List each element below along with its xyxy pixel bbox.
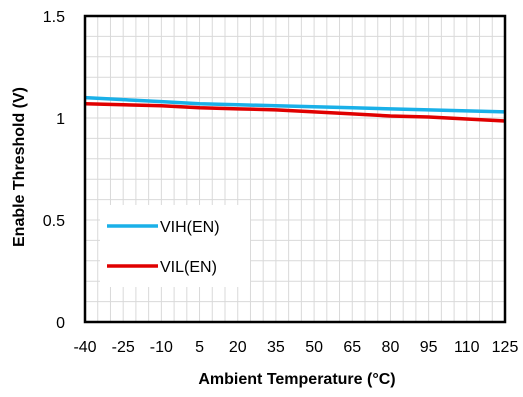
y-tick-label: 0: [56, 315, 65, 332]
x-tick-label: 110: [454, 339, 480, 356]
x-tick-label: -10: [150, 339, 173, 356]
x-tick-label: 80: [382, 339, 400, 356]
x-tick-label: 65: [343, 339, 361, 356]
x-tick-label: 50: [305, 339, 323, 356]
legend: VIH(EN) VIL(EN): [100, 205, 250, 287]
x-tick-label: 20: [229, 339, 247, 356]
y-tick-labels: 0 0.5 1 1.5: [43, 9, 65, 332]
y-tick-label: 1: [56, 111, 65, 128]
series-line-2: [84, 101, 506, 123]
series-line-1: [84, 95, 506, 114]
series-lines: [84, 95, 506, 123]
x-tick-label: -25: [112, 339, 135, 356]
grid: [85, 16, 505, 322]
legend-label-1: VIH(EN): [160, 219, 220, 236]
legend-label-2: VIL(EN): [160, 259, 217, 276]
x-axis-title: Ambient Temperature (°C): [198, 371, 395, 388]
x-tick-label: -40: [73, 339, 96, 356]
y-tick-label: 0.5: [43, 213, 65, 230]
x-tick-label: 5: [195, 339, 204, 356]
x-tick-labels: -40 -25 -10 5 20 35 50 65 80 95 110 125: [73, 339, 518, 356]
x-tick-label: 125: [492, 339, 519, 356]
y-axis-title: Enable Threshold (V): [11, 87, 28, 247]
x-tick-label: 95: [420, 339, 438, 356]
plot-frame: [83, 14, 507, 324]
x-tick-label: 35: [267, 339, 285, 356]
legend-box: [100, 205, 250, 287]
y-tick-label: 1.5: [43, 9, 65, 26]
